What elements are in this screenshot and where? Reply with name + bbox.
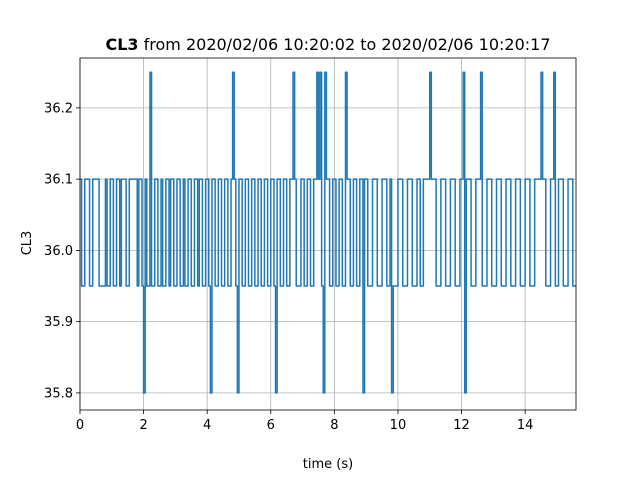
chart-title: CL3 from 2020/02/06 10:20:02 to 2020/02/…	[105, 35, 550, 54]
series-line	[80, 71, 576, 394]
x-tick-label: 4	[203, 418, 211, 433]
grid	[79, 58, 576, 410]
x-axis-label: time (s)	[303, 457, 353, 472]
chart-title-bold: CL3	[105, 35, 138, 54]
x-tick-label: 6	[267, 418, 275, 433]
x-tick-label: 10	[390, 418, 407, 433]
y-tick-label: 35.9	[44, 315, 73, 330]
y-tick-label: 36.0	[44, 244, 73, 259]
x-tick-label: 8	[330, 418, 338, 433]
x-tick-label: 0	[76, 418, 84, 433]
x-tick-label: 2	[139, 418, 147, 433]
y-tick-label: 36.1	[44, 173, 73, 188]
y-axis: 35.8 35.9 36.0 36.1 36.2	[44, 101, 80, 401]
chart-title-rest: from 2020/02/06 10:20:02 to 2020/02/06 1…	[139, 35, 551, 54]
y-axis-label: CL3	[20, 231, 35, 256]
y-tick-label: 35.8	[44, 386, 73, 401]
x-tick-label: 14	[517, 418, 534, 433]
x-axis: 0 2 4 6 8 10 12 14	[76, 410, 534, 433]
plot-frame	[79, 57, 577, 411]
y-tick-label: 36.2	[44, 101, 73, 116]
series-group	[80, 71, 576, 394]
x-tick-label: 12	[453, 418, 470, 433]
